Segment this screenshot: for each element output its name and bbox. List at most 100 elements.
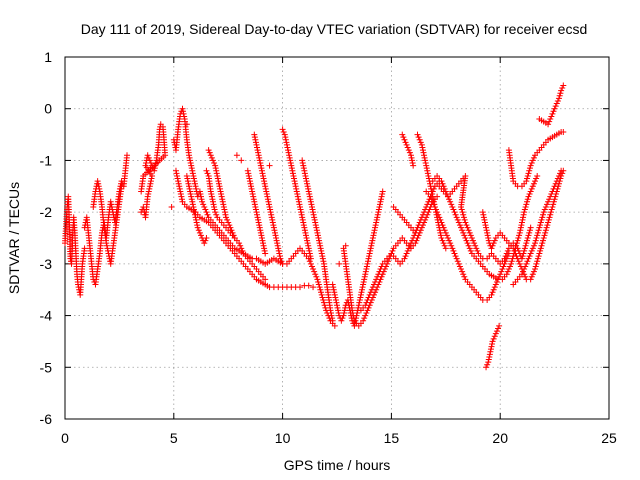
data-point: [189, 201, 196, 208]
y-tick-label: -4: [40, 308, 53, 324]
data-point: [334, 302, 340, 309]
data-point: [545, 198, 552, 205]
data-point: [227, 224, 234, 231]
data-point: [207, 152, 214, 159]
data-point: [223, 214, 230, 221]
data-point: [286, 152, 293, 159]
data-point: [188, 162, 195, 169]
data-point: [222, 211, 229, 218]
data-point: [265, 198, 272, 205]
data-point: [370, 229, 377, 236]
data-point: [256, 222, 263, 229]
data-point: [204, 211, 211, 218]
data-point: [471, 240, 478, 247]
data-point: [178, 196, 185, 203]
data-point: [261, 247, 268, 254]
data-point: [364, 260, 371, 267]
data-point: [219, 198, 226, 205]
data-point: [372, 278, 379, 285]
data-point: [212, 165, 219, 172]
data-point: [268, 214, 275, 221]
data-point: [217, 185, 224, 192]
data-point: [524, 196, 531, 203]
data-point: [176, 183, 183, 190]
data-point: [366, 250, 373, 257]
data-point: [317, 242, 324, 249]
data-point: [190, 206, 197, 213]
data-point: [305, 242, 312, 249]
data-point: [362, 302, 369, 309]
data-point: [271, 229, 278, 236]
data-point: [272, 232, 279, 239]
data-point: [328, 312, 335, 319]
data-point: [553, 100, 560, 107]
data-point: [239, 247, 246, 254]
data-point: [487, 348, 494, 355]
data-point: [360, 281, 367, 288]
data-point: [211, 206, 218, 213]
data-point: [557, 170, 564, 177]
data-point: [189, 198, 196, 205]
data-point: [550, 108, 557, 115]
data-point: [422, 157, 429, 164]
data-point: [374, 273, 381, 280]
data-point: [533, 235, 540, 241]
data-point: [541, 206, 548, 213]
data-point: [221, 206, 228, 213]
data-point: [521, 247, 528, 254]
data-point: [548, 206, 555, 213]
data-point: [306, 191, 313, 198]
data-point: [510, 245, 517, 252]
data-point: [423, 165, 430, 172]
data-point: [336, 260, 343, 267]
data-point: [449, 245, 456, 252]
data-point: [267, 206, 274, 213]
data-point: [306, 258, 313, 265]
data-point: [293, 185, 300, 192]
x-tick-label: 20: [492, 430, 508, 446]
data-point: [555, 172, 562, 179]
data-point: [543, 201, 550, 208]
data-point: [427, 193, 434, 200]
data-point: [534, 258, 541, 265]
data-point: [363, 263, 370, 270]
data-point: [546, 118, 553, 125]
data-point: [299, 160, 306, 167]
data-point: [492, 281, 499, 288]
data-point: [402, 253, 409, 260]
data-point: [194, 222, 201, 229]
data-point: [523, 201, 530, 208]
data-point: [421, 209, 428, 216]
data-point: [255, 152, 262, 159]
data-point: [261, 245, 268, 252]
data-point: [551, 183, 558, 190]
data-point: [555, 95, 562, 102]
data-point: [218, 191, 225, 198]
data-point: [258, 232, 265, 239]
data-point: [202, 237, 209, 244]
data-point: [226, 222, 233, 229]
data-point: [261, 178, 268, 185]
data-point: [186, 183, 193, 190]
data-point: [330, 284, 337, 291]
data-point: [310, 284, 317, 291]
data-point: [300, 162, 307, 169]
data-point: [418, 141, 425, 148]
data-point: [463, 237, 470, 244]
data-point: [176, 185, 183, 192]
data-point: [312, 219, 319, 226]
data-point: [498, 268, 505, 275]
data-point: [197, 191, 204, 198]
data-point: [415, 134, 422, 141]
data-point: [488, 343, 495, 350]
data-point: [405, 147, 412, 154]
data-point: [313, 273, 320, 280]
data-point: [356, 297, 363, 304]
data-point: [349, 309, 356, 316]
data-point: [297, 206, 304, 213]
data-point: [480, 211, 487, 218]
data-point: [472, 242, 479, 249]
data-point: [302, 172, 309, 179]
data-point: [341, 307, 348, 314]
data-point: [296, 201, 303, 208]
